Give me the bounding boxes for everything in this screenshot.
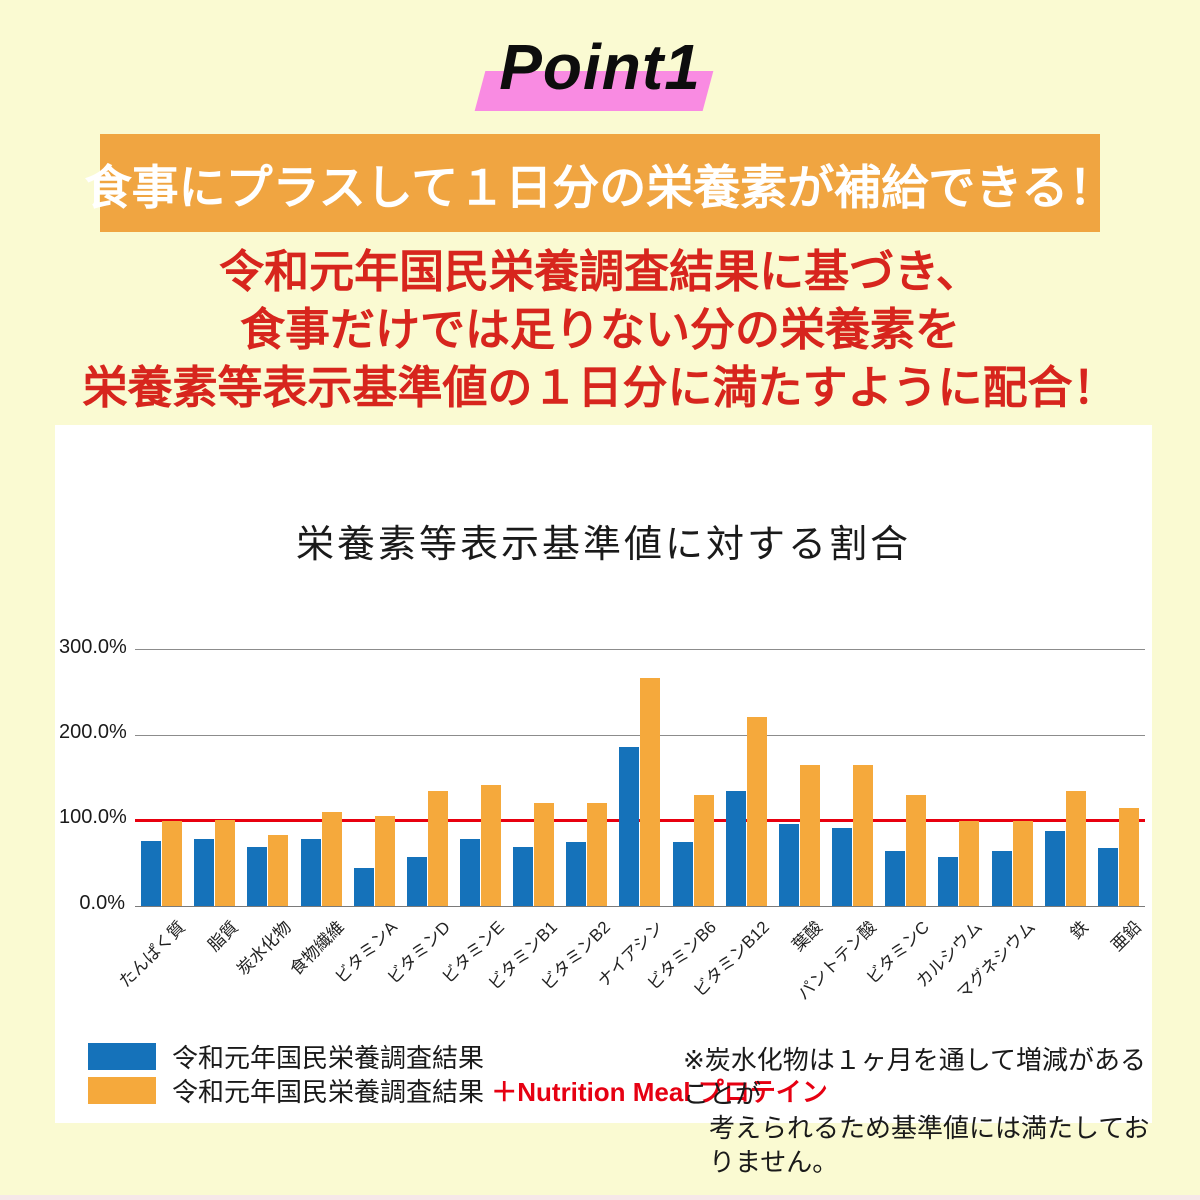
bar	[587, 802, 608, 906]
bar-group: 亜鉛	[1092, 650, 1145, 955]
bar-group: ビタミンA	[332, 650, 401, 987]
y-axis-tick-300: 300.0%	[59, 636, 127, 658]
bar	[906, 795, 927, 906]
gridline-200	[135, 735, 1145, 736]
bar-group: ビタミンB12	[690, 650, 773, 1000]
bar	[799, 765, 820, 906]
bar	[725, 790, 746, 906]
bar	[959, 820, 980, 906]
legend-swatch-blue	[88, 1042, 156, 1070]
bar-group: ナイアシン	[594, 650, 667, 991]
bar-group: ビタミンB1	[484, 650, 561, 994]
legend-label-base: 令和元年国民栄養調査結果	[172, 1076, 485, 1107]
bar	[427, 790, 448, 906]
footnote: ※炭水化物は１ヶ月を通して増減があることが 考えられるため基準値には満たしており…	[683, 1043, 1152, 1179]
bar	[194, 839, 215, 906]
bar	[1097, 847, 1118, 906]
bar-group: 食物繊維	[286, 650, 348, 979]
bar	[746, 716, 767, 906]
point-header: Point1	[0, 0, 1200, 130]
bar	[938, 856, 959, 906]
headline-banner: 食事にプラスして１日分の栄養素が補給できる！	[85, 134, 1115, 232]
bar	[162, 820, 183, 906]
bar	[1118, 807, 1139, 906]
lead-copy: 令和元年国民栄養調査結果に基づき、 食事だけでは足りない分の栄養素を 栄養素等表…	[0, 243, 1200, 417]
bar	[672, 842, 693, 906]
legend-label-survey: 令和元年国民栄養調査結果	[172, 1042, 485, 1073]
bar-group: 炭水化物	[233, 650, 295, 979]
bar-group: ビタミンB6	[644, 650, 720, 994]
footnote-line-2: 考えられるため基準値には満たしておりません。	[709, 1113, 1150, 1177]
bar-group: ビタミンB2	[538, 650, 614, 994]
bottom-divider	[0, 1195, 1200, 1200]
bars-row: たんぱく質 脂質 炭水化物 食物繊維 ビタミンA ビタミンD ビタミンE ビタミンB1 ビタミン…	[115, 650, 1145, 1004]
bar	[1044, 830, 1065, 906]
legend-item-survey-plus-protein: 令和元年国民栄養調査結果 ＋Nutrition Meal プロテイン	[88, 1075, 828, 1107]
bar-group: たんぱく質	[115, 650, 189, 991]
bar-group: 鉄	[1039, 650, 1092, 943]
point-title: Point1	[499, 31, 701, 103]
bar	[141, 841, 162, 906]
headline-text: 食事にプラスして１日分の栄養素が補給できる！	[84, 162, 1116, 215]
bar-group: パントテン酸	[793, 650, 880, 1004]
bar	[353, 867, 374, 906]
bar	[1065, 790, 1086, 906]
chart-title: 栄養素等表示基準値に対する割合	[295, 524, 911, 566]
legend: 令和元年国民栄養調査結果 令和元年国民栄養調査結果 ＋Nutrition Mea…	[88, 1041, 828, 1109]
bar	[215, 819, 236, 906]
bar-group: 脂質	[188, 650, 242, 955]
lead-line-3: 栄養素等表示基準値の１日分に満たすように配合！	[82, 363, 1118, 413]
reference-line-100	[135, 819, 1145, 822]
legend-label-suffix: ＋Nutrition Meal プロテイン	[491, 1076, 828, 1107]
lead-line-2: 食事だけでは足りない分の栄養素を	[239, 305, 960, 355]
bar	[693, 795, 714, 906]
bar	[247, 847, 268, 906]
lead-line-1: 令和元年国民栄養調査結果に基づき、	[219, 247, 981, 297]
bar	[374, 815, 395, 906]
bar-group: ビタミンC	[863, 650, 933, 988]
bar	[1012, 820, 1033, 906]
bar	[885, 850, 906, 906]
bar	[778, 824, 799, 906]
legend-item-survey: 令和元年国民栄養調査結果	[88, 1041, 828, 1073]
bar-group: カルシウム	[912, 650, 986, 991]
bar	[619, 747, 640, 906]
bar	[566, 842, 587, 906]
bar-group: ビタミンE	[438, 650, 507, 987]
bar-group: マグネシウム	[953, 650, 1039, 1003]
y-axis-tick-100: 100.0%	[59, 806, 127, 828]
legend-swatch-orange	[88, 1076, 156, 1104]
bar	[640, 678, 661, 906]
bar	[481, 784, 502, 906]
bar	[300, 838, 321, 906]
bar-group: 葉酸	[773, 650, 826, 955]
bar	[321, 812, 342, 906]
bar-group: ビタミンD	[384, 650, 454, 988]
bar	[460, 839, 481, 906]
footnote-line-1: ※炭水化物は１ヶ月を通して増減があることが	[683, 1045, 1147, 1109]
bar	[513, 847, 534, 906]
bar	[268, 835, 289, 906]
plot-area: たんぱく質 脂質 炭水化物 食物繊維 ビタミンA ビタミンD ビタミンE ビタミンB1 ビタミン…	[115, 649, 1145, 1004]
bar	[534, 802, 555, 906]
bar	[853, 765, 874, 906]
legend-label-survey-plus: 令和元年国民栄養調査結果 ＋Nutrition Meal プロテイン	[172, 1072, 828, 1109]
bar	[991, 850, 1012, 906]
chart-panel: 栄養素等表示基準値に対する割合 300.0% 200.0% 100.0% 0.0…	[55, 425, 1152, 1177]
y-axis-tick-0: 0.0%	[79, 892, 125, 914]
y-axis-tick-200: 200.0%	[59, 721, 127, 743]
bar	[406, 856, 427, 906]
bar	[832, 827, 853, 906]
